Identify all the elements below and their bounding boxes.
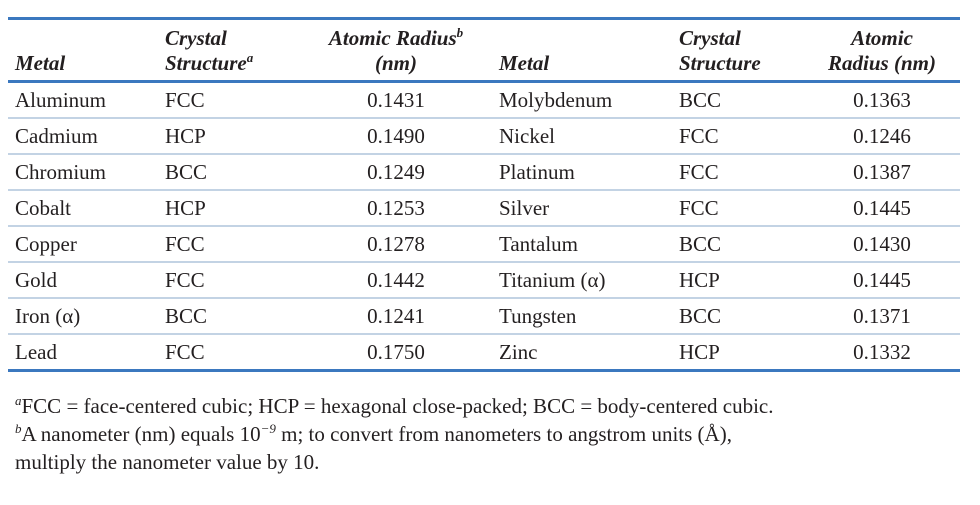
table-cell: Silver (492, 190, 672, 227)
table-cell: FCC (672, 154, 804, 191)
table-row: Copper FCC 0.1278 Tantalum BCC 0.1430 (8, 226, 960, 263)
table-cell: 0.1253 (300, 190, 492, 227)
table-cell: 0.1431 (300, 81, 492, 119)
column-header: Atomic Radiusb (nm) (300, 19, 492, 82)
table-cell: BCC (672, 298, 804, 335)
table-row: Iron (α) BCC 0.1241 Tungsten BCC 0.1371 (8, 298, 960, 335)
table-cell: FCC (158, 81, 300, 119)
column-header: Metal (492, 19, 672, 82)
column-header: Crystal Structure (672, 19, 804, 82)
table-row: Cadmium HCP 0.1490 Nickel FCC 0.1246 (8, 118, 960, 155)
header-text: Structure (165, 51, 247, 75)
table-cell: Platinum (492, 154, 672, 191)
header-text: Metal (499, 51, 550, 75)
footnote-text: FCC = face-centered cubic; HCP = hexagon… (21, 394, 774, 418)
table-cell: Gold (8, 262, 158, 299)
table-row: Gold FCC 0.1442 Titanium (α) HCP 0.1445 (8, 262, 960, 299)
table-cell: Chromium (8, 154, 158, 191)
table-cell: Tungsten (492, 298, 672, 335)
footnote-mark: a (15, 393, 22, 408)
table-cell: BCC (672, 226, 804, 263)
table-cell: 0.1442 (300, 262, 492, 299)
table-cell: Lead (8, 334, 158, 372)
table-cell: 0.1430 (804, 226, 960, 263)
table-row: Cobalt HCP 0.1253 Silver FCC 0.1445 (8, 190, 960, 227)
table-cell: 0.1241 (300, 298, 492, 335)
footnote-text: A nanometer (nm) equals 10 (21, 422, 261, 446)
footnote-line: bA nanometer (nm) equals 10−9 m; to conv… (15, 420, 774, 448)
table-cell: 0.1445 (804, 262, 960, 299)
table-cell: BCC (158, 154, 300, 191)
header-text: Crystal (679, 26, 741, 50)
footnote-mark: b (456, 25, 464, 40)
header-text: (nm) (375, 51, 417, 75)
footnote-mark: a (246, 50, 254, 65)
header-text: Metal (15, 51, 66, 75)
table-cell: Cadmium (8, 118, 158, 155)
footnotes: aFCC = face-centered cubic; HCP = hexago… (15, 392, 774, 476)
metal-table: Metal Crystal Structurea Atomic Radiusb (nm)… (8, 17, 960, 372)
footnote-text: multiply the nanometer value by 10. (15, 450, 320, 474)
header-text: Atomic (851, 26, 913, 50)
header-text: Radius (nm) (828, 51, 936, 75)
table-cell: Aluminum (8, 81, 158, 119)
table-cell: Nickel (492, 118, 672, 155)
table-cell: 0.1490 (300, 118, 492, 155)
table-cell: Tantalum (492, 226, 672, 263)
table-cell: FCC (158, 334, 300, 372)
table-cell: FCC (672, 190, 804, 227)
column-header: Crystal Structurea (158, 19, 300, 82)
footnote-line: aFCC = face-centered cubic; HCP = hexago… (15, 392, 774, 420)
table-cell: BCC (672, 81, 804, 119)
table-cell: 0.1278 (300, 226, 492, 263)
table-cell: FCC (672, 118, 804, 155)
table-cell: HCP (672, 334, 804, 372)
table-cell: HCP (158, 118, 300, 155)
table-cell: Iron (α) (8, 298, 158, 335)
column-header: Metal (8, 19, 158, 82)
table-cell: 0.1363 (804, 81, 960, 119)
table-cell: Titanium (α) (492, 262, 672, 299)
table-row: Chromium BCC 0.1249 Platinum FCC 0.1387 (8, 154, 960, 191)
table-head: Metal Crystal Structurea Atomic Radiusb (nm)… (8, 18, 960, 82)
table-cell: 0.1371 (804, 298, 960, 335)
table-cell: FCC (158, 226, 300, 263)
exponent: −9 (260, 421, 276, 436)
table-cell: FCC (158, 262, 300, 299)
table-cell: 0.1387 (804, 154, 960, 191)
column-header: Atomic Radius (nm) (804, 19, 960, 82)
table-cell: Copper (8, 226, 158, 263)
table-wrap: Metal Crystal Structurea Atomic Radiusb (nm)… (8, 17, 960, 372)
table-cell: Molybdenum (492, 81, 672, 119)
footnote-text: m; to convert from nanometers to angstro… (275, 422, 732, 446)
header-text: Structure (679, 51, 761, 75)
footnote-mark: b (15, 421, 22, 436)
header-text: Crystal (165, 26, 227, 50)
table-cell: HCP (672, 262, 804, 299)
table-row: Aluminum FCC 0.1431 Molybdenum BCC 0.1363 (8, 81, 960, 119)
table-cell: HCP (158, 190, 300, 227)
table-cell: Zinc (492, 334, 672, 372)
table-row: Lead FCC 0.1750 Zinc HCP 0.1332 (8, 334, 960, 372)
table-body: Aluminum FCC 0.1431 Molybdenum BCC 0.1363 Cadm… (8, 81, 960, 372)
table-cell: 0.1332 (804, 334, 960, 372)
table-cell: Cobalt (8, 190, 158, 227)
table-cell: 0.1445 (804, 190, 960, 227)
table-cell: 0.1246 (804, 118, 960, 155)
header-row: Metal Crystal Structurea Atomic Radiusb (nm)… (8, 18, 960, 82)
table-cell: BCC (158, 298, 300, 335)
header-text: Atomic Radius (328, 26, 457, 50)
table-cell: 0.1249 (300, 154, 492, 191)
footnote-line: multiply the nanometer value by 10. (15, 448, 774, 476)
table-cell: 0.1750 (300, 334, 492, 372)
